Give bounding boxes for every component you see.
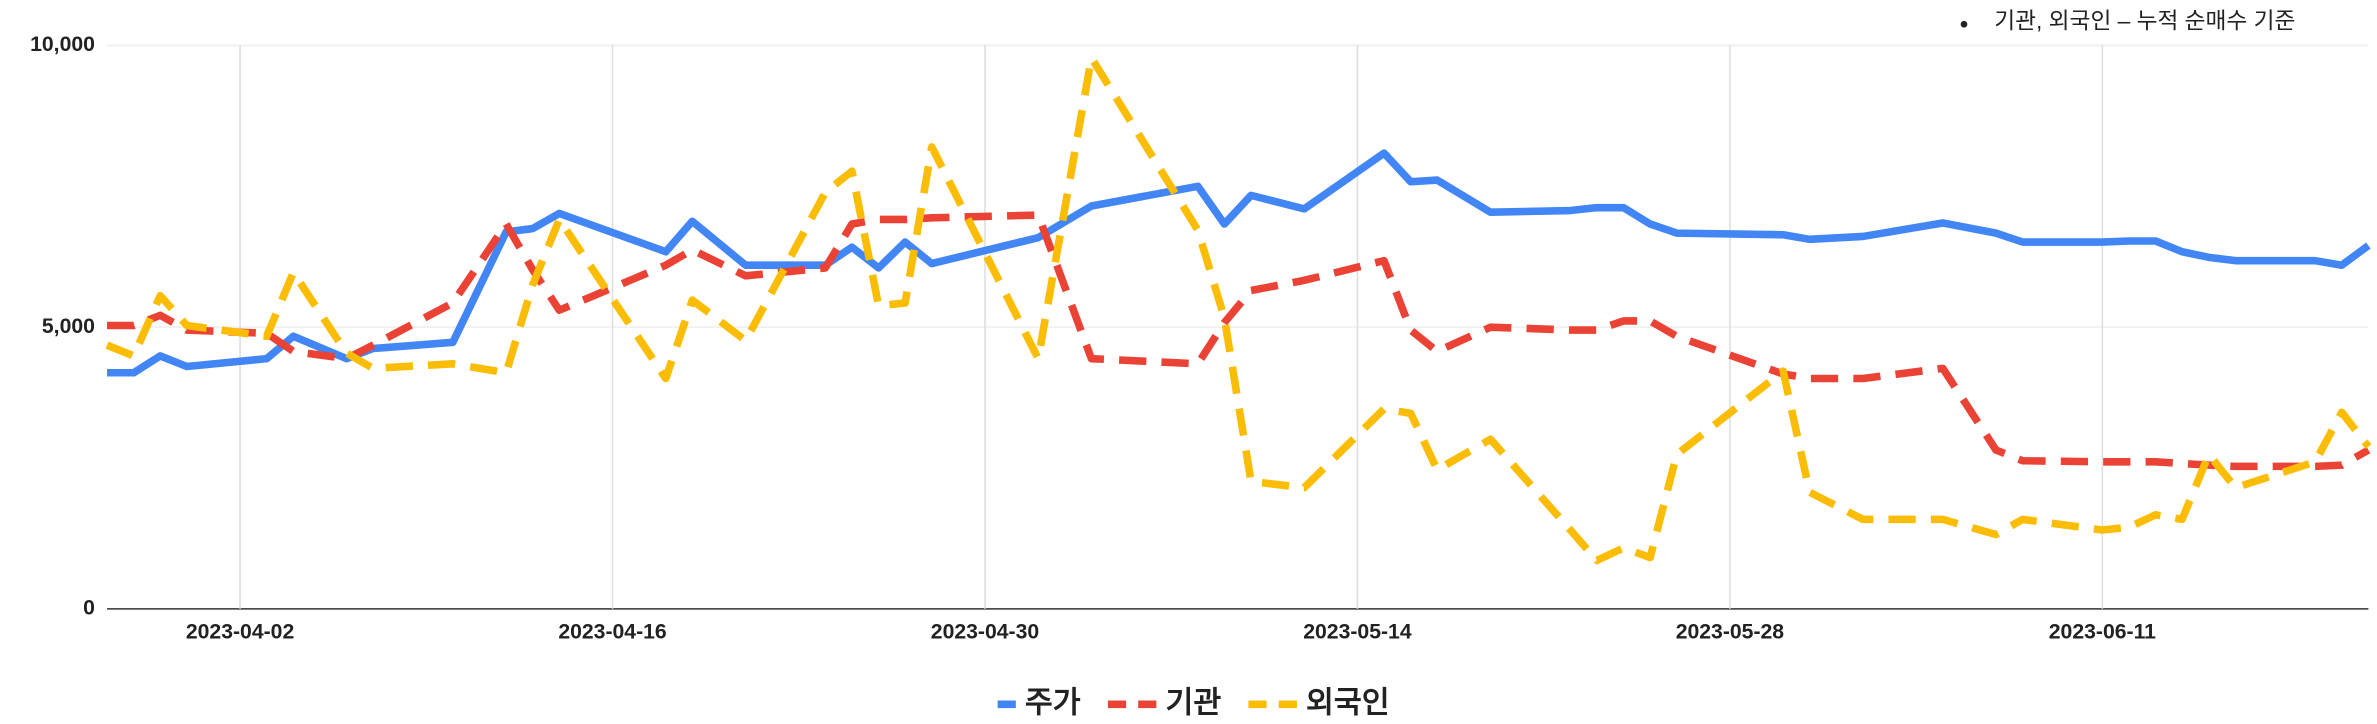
x-tick-label: 2023-05-28 xyxy=(1676,621,1785,644)
x-tick-label: 2023-05-14 xyxy=(1303,621,1412,644)
y-tick-label: 5,000 xyxy=(42,315,95,338)
series-line xyxy=(105,54,2372,565)
legend-label: 주가 xyxy=(1025,685,1081,719)
legend-label: 외국인 xyxy=(1306,685,1390,719)
annotation: 기관, 외국인 – 누적 순매수 기준 xyxy=(1994,8,2295,34)
x-tick-label: 2023-06-11 xyxy=(2049,621,2156,644)
x-tick-label: 2023-04-02 xyxy=(186,621,294,644)
series-line xyxy=(107,211,2371,471)
series-line xyxy=(107,149,2371,377)
x-tick-label: 2023-04-16 xyxy=(558,621,667,644)
legend-label: 기관 xyxy=(1165,685,1221,719)
y-tick-label: 10,000 xyxy=(30,33,95,56)
y-tick-label: 0 xyxy=(83,596,95,619)
bullet xyxy=(1960,20,1968,28)
x-tick-label: 2023-04-30 xyxy=(931,621,1039,644)
